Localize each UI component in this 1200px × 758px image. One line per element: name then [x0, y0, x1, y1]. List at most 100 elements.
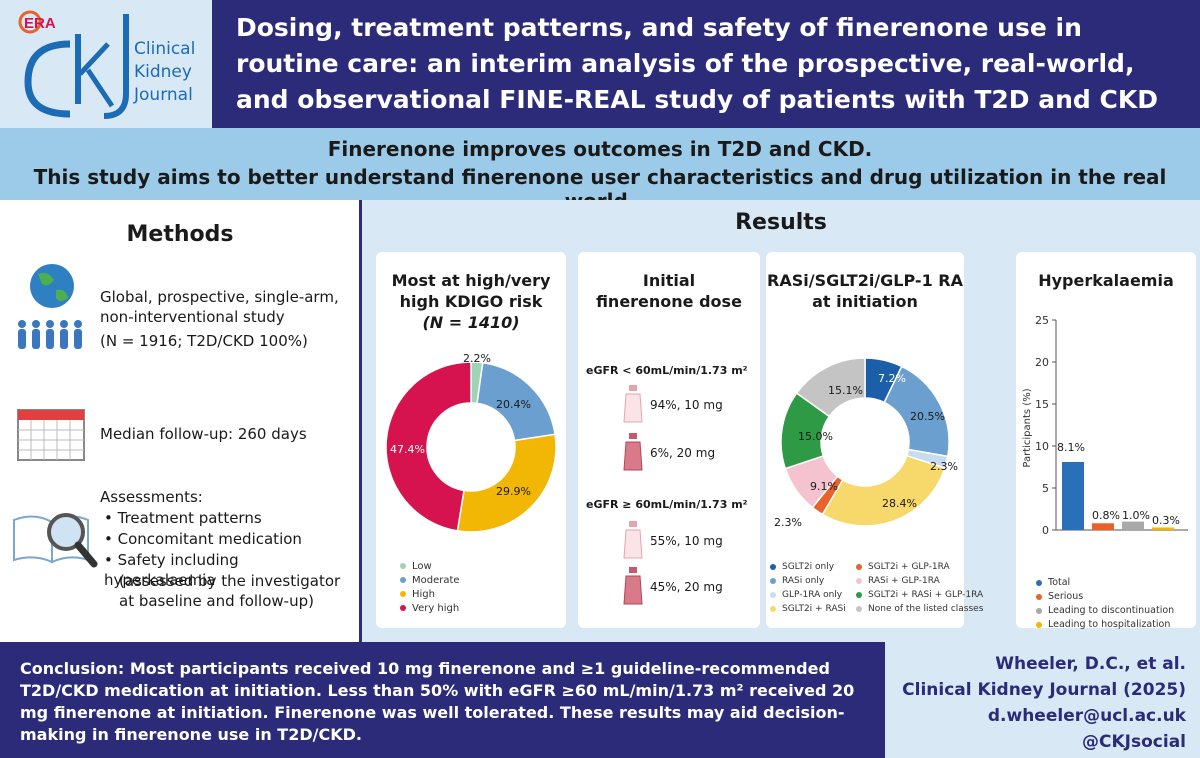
kdigo-title-2: high KDIGO risk — [399, 292, 543, 311]
hyper-y-tick-label: 15 — [1035, 398, 1049, 411]
results-title: Results — [735, 210, 827, 235]
conclusion-panel — [0, 642, 885, 758]
hyper-title: Hyperkalaemia — [1038, 271, 1174, 290]
journal-name: Clinical Kidney Journal — [134, 39, 196, 105]
hyper-bar-leading-to-discontinuation — [1122, 521, 1144, 530]
meds-label-glp1-only: 2.3% — [930, 460, 958, 473]
egfr-group-2: eGFR ≥ 60mL/min/1.73 m² — [586, 498, 748, 511]
methods-divider — [359, 200, 362, 642]
dose-g1-10mg: 94%, 10 mg — [650, 398, 723, 412]
citation-panel — [885, 642, 1200, 758]
meds-label-triple: 15.0% — [798, 430, 833, 443]
citation-journal: Clinical Kidney Journal (2025) — [902, 680, 1186, 700]
legend-item-glp1-only: GLP-1RA only — [770, 588, 866, 602]
hyper-bar-chart: 0 5 10 15 20 25 Participants (%) — [1022, 314, 1188, 537]
legend-item-hospitalization: Leading to hospitalization — [1036, 618, 1174, 632]
kdigo-label-high: 29.9% — [496, 485, 531, 498]
bottle-icon-light — [623, 521, 643, 559]
assessment-note: (assessed by the investigator at baselin… — [119, 572, 341, 610]
kdigo-label-very-high: 47.4% — [390, 443, 425, 456]
legend-item-high: High — [400, 588, 460, 602]
bottle-icon-dark — [623, 433, 643, 471]
ckj-j-stroke — [103, 14, 129, 119]
kdigo-slice-high — [456, 433, 557, 533]
header-bar — [212, 0, 1200, 128]
meds-label-rasi-glp1: 9.1% — [810, 480, 838, 493]
egfr-group-1: eGFR < 60mL/min/1.73 m² — [586, 364, 748, 377]
dose-title-1: Initial — [642, 271, 696, 290]
dose-g2-10mg: 55%, 10 mg — [650, 534, 723, 548]
kdigo-label-low: 2.2% — [463, 352, 491, 365]
assessment-item-1: • Treatment patterns — [104, 509, 262, 527]
legend-item-rasi-only: RASi only — [770, 574, 866, 588]
aim-line-1: Finerenone improves outcomes in T2D and … — [327, 137, 873, 161]
methods-study-text: Global, prospective, single-arm, non-int… — [100, 288, 339, 326]
citation-email[interactable]: d.wheeler@ucl.ac.uk — [987, 706, 1186, 726]
kdigo-title-3: (N = 1410) — [422, 313, 520, 332]
legend-item-none: None of the listed classes — [856, 602, 983, 616]
meds-donut-chart — [780, 357, 950, 527]
legend-item-sglt2i-rasi: SGLT2i + RASi — [770, 602, 866, 616]
legend-item-serious: Serious — [1036, 590, 1174, 604]
assessment-item-3: • Safety including hyperkalaemia — [104, 551, 239, 589]
meds-label-rasi-only: 20.5% — [910, 410, 945, 423]
kdigo-slice-very-high — [385, 361, 472, 532]
conclusion-text: Conclusion: Most participants received 1… — [20, 659, 855, 744]
aim-line-2: This study aims to better understand fin… — [33, 165, 1167, 213]
meds-slice-none-of-the-listed-classes — [795, 357, 866, 418]
ckj-logo: ERA — [18, 10, 129, 119]
calendar-icon — [17, 409, 85, 461]
hyper-y-tick-label: 0 — [1042, 524, 1049, 537]
people-icon — [18, 320, 82, 349]
assessment-item-2: • Concomitant medication — [104, 530, 302, 548]
book-icon — [13, 515, 53, 564]
assessments-title: Assessments: — [100, 488, 203, 506]
ckj-c-stroke — [24, 40, 71, 118]
meds-title-2: at initiation — [812, 292, 918, 311]
dose-title-2: finerenone dose — [596, 292, 742, 311]
era-logo-text: ERA — [24, 15, 56, 32]
dose-g2-20mg: 45%, 20 mg — [650, 580, 723, 594]
legend-item-moderate: Moderate — [400, 574, 460, 588]
legend-item-sglt2i-glp1: SGLT2i + GLP-1RA — [856, 560, 962, 574]
book-magnifier-icon — [13, 513, 98, 568]
hyper-bar-serious — [1092, 523, 1114, 530]
bottle-icon-dark — [623, 567, 643, 605]
globe-people-icon — [18, 264, 82, 349]
meds-title-1: RASi/SGLT2i/GLP-1 RA — [767, 271, 963, 290]
legend-item-low: Low — [400, 560, 460, 574]
methods-title: Methods — [126, 222, 234, 247]
ckj-k-arms — [78, 42, 115, 108]
hyper-y-tick-label: 5 — [1042, 482, 1049, 495]
hyper-y-tick-label: 20 — [1035, 356, 1049, 369]
hyper-label-hospitalization: 0.3% — [1152, 514, 1180, 527]
hyper-bar-total — [1062, 461, 1084, 530]
hyper-y-tick-label: 10 — [1035, 440, 1049, 453]
kdigo-legend: Low Moderate High Very high — [400, 560, 460, 616]
legend-item-discontinuation: Leading to discontinuation — [1036, 604, 1174, 618]
hyper-legend: Total Serious Leading to discontinuation… — [1036, 576, 1174, 632]
hyper-label-total: 8.1% — [1057, 441, 1085, 454]
meds-legend-col-2: SGLT2i + GLP-1RA RASi + GLP-1RA SGLT2i +… — [856, 560, 983, 616]
globe-icon — [30, 264, 74, 308]
dose-card — [578, 252, 760, 628]
meds-slice-sglt2i-rasi — [821, 454, 946, 527]
meds-label-sglt2i-glp1: 2.3% — [774, 516, 802, 529]
methods-followup: Median follow-up: 260 days — [100, 425, 307, 443]
bottle-icon-light — [623, 385, 643, 423]
meds-label-sglt2i-only: 7.2% — [878, 372, 906, 385]
citation-authors: Wheeler, D.C., et al. — [995, 654, 1186, 674]
page-title: Dosing, treatment patterns, and safety o… — [236, 13, 1158, 114]
magnifier-icon — [47, 513, 85, 551]
meds-legend-col-1: SGLT2i only RASi only GLP-1RA only SGLT2… — [770, 560, 866, 616]
legend-item-rasi-glp1: RASi + GLP-1RA — [856, 574, 962, 588]
era-logo-ring — [18, 10, 42, 34]
citation-social[interactable]: @CKJsocial — [1082, 732, 1186, 752]
meds-label-none: 15.1% — [828, 384, 863, 397]
legend-item-sglt2i-only: SGLT2i only — [770, 560, 866, 574]
hyper-label-serious: 0.8% — [1092, 509, 1120, 522]
hyper-y-tick-label: 25 — [1035, 314, 1049, 327]
legend-item-triple: SGLT2i + RASi + GLP-1RA — [856, 588, 983, 602]
legend-item-total: Total — [1036, 576, 1174, 590]
kdigo-donut-chart — [385, 361, 557, 533]
